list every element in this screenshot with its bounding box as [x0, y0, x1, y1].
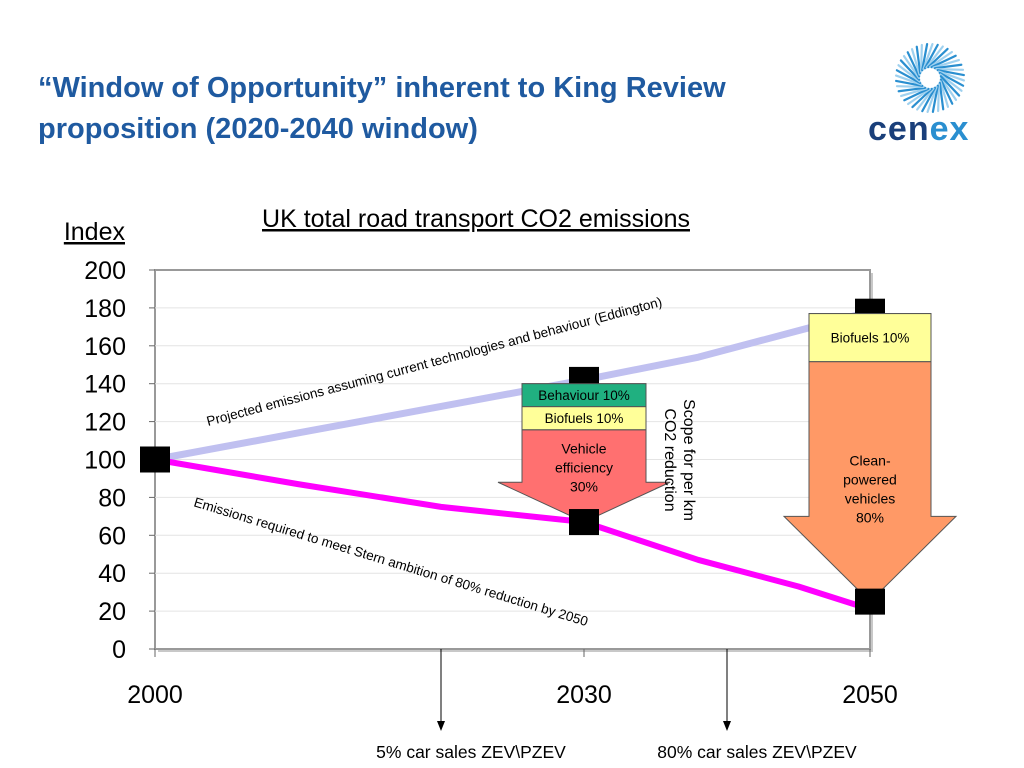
logo-swirl-stroke	[937, 83, 940, 113]
y-tick-label: 120	[84, 409, 126, 437]
logo-swirl-stroke	[926, 85, 938, 114]
logo-swirl-stroke	[897, 86, 927, 93]
y-tick-label: 60	[98, 522, 126, 550]
milestone-label: 80% car sales ZEV\PZEV	[657, 742, 857, 762]
logo-swirl-stroke	[932, 58, 960, 69]
logo-swirl-stroke	[931, 84, 939, 113]
logo-swirl-stroke	[906, 51, 921, 78]
logo-swirl-stroke	[938, 71, 965, 87]
y-tick-label: 200	[84, 257, 126, 285]
logo-swirl-stroke	[925, 45, 944, 69]
logo-swirl-stroke	[935, 68, 965, 71]
milestone-arrow-head	[723, 721, 731, 731]
reduction-body-label: efficiency	[555, 460, 613, 476]
logo-swirl-stroke	[895, 69, 922, 85]
reduction-arrow-body	[782, 361, 958, 603]
reduction-segment-label: Biofuels 10%	[831, 331, 910, 346]
logo-swirl-stroke	[936, 69, 965, 77]
reduction-segment-label: Behaviour 10%	[538, 388, 630, 403]
logo-swirl-stroke	[930, 54, 957, 69]
slide-title: “Window of Opportunity” inherent to King…	[38, 68, 858, 150]
logo-swirl-stroke	[933, 63, 963, 70]
x-tick-label: 2030	[556, 681, 612, 709]
logo-swirl-stroke	[902, 54, 921, 80]
y-tick-label: 180	[84, 295, 126, 323]
logo-swirl-stroke	[939, 76, 958, 102]
reduction-body-label: Clean-	[849, 453, 891, 469]
reduction-segment-box	[808, 313, 932, 363]
slide-title-line1: “Window of Opportunity” inherent to King…	[38, 72, 726, 104]
logo-swirl-stroke	[911, 87, 933, 109]
logo-text-main: cen	[868, 110, 930, 148]
logo-swirl-stroke	[895, 85, 925, 88]
scope-side-label: Scope for per km	[680, 399, 697, 521]
logo-swirl-stroke	[928, 50, 954, 69]
logo-text-accent: ex	[929, 110, 970, 148]
chart-title: UK total road transport CO2 emissions	[262, 205, 690, 233]
reduction-body-label: powered	[843, 472, 897, 488]
logo-swirl-stroke	[894, 74, 923, 86]
logo-swirl-stroke	[939, 78, 954, 105]
logo-swirl-stroke	[922, 42, 934, 71]
reduction-body-label: vehicles	[845, 491, 896, 507]
milestone-arrow-head	[437, 721, 445, 731]
logo-swirl-stroke	[939, 73, 963, 92]
data-marker	[569, 509, 599, 536]
x-tick-label: 2050	[842, 681, 898, 709]
data-marker	[140, 446, 170, 473]
y-tick-label: 0	[112, 636, 126, 664]
milestone-label: 5% car sales ZEV\PZEV	[376, 742, 566, 762]
y-tick-label: 160	[84, 333, 126, 361]
y-tick-label: 100	[84, 447, 126, 475]
logo-swirl-stroke	[939, 75, 961, 97]
logo-swirl-stroke	[920, 43, 923, 73]
logo-swirl-stroke	[916, 87, 935, 111]
logo-swirl-stroke	[910, 48, 921, 76]
y-axis-label: Index	[64, 218, 126, 246]
y-tick-label: 20	[98, 598, 126, 626]
logo-swirl-stroke	[897, 64, 921, 83]
logo-swirl-stroke	[915, 45, 922, 75]
logo-swirl-stroke	[939, 80, 950, 108]
reduction-arrow-body	[497, 429, 671, 523]
reduction-segment-label: Biofuels 10%	[545, 411, 624, 426]
logo-swirl-stroke	[921, 43, 929, 72]
scope-side-label: CO2 reduction	[661, 408, 678, 511]
reduction-segment-box	[521, 406, 647, 431]
logo-swirl-stroke	[899, 59, 921, 81]
logo-swirl-stroke	[921, 86, 937, 113]
y-tick-label: 40	[98, 560, 126, 588]
cenex-logo-text: cenex	[868, 110, 969, 149]
logo-swirl-stroke	[895, 79, 924, 87]
logo-swirl-stroke	[903, 87, 930, 102]
logo-swirl-stroke	[906, 87, 932, 106]
y-tick-label: 80	[98, 484, 126, 512]
logo-swirl-stroke	[900, 87, 928, 98]
logo-swirl-stroke	[923, 43, 939, 70]
logo-swirl-stroke	[938, 81, 945, 111]
x-tick-label: 2000	[127, 681, 183, 709]
logo-swirl-stroke	[937, 70, 966, 82]
y-tick-label: 140	[84, 371, 126, 399]
reduction-body-label: Vehicle	[561, 441, 606, 457]
reduction-body-label: 80%	[856, 510, 884, 526]
cenex-logo-icon	[894, 42, 966, 114]
data-marker	[855, 588, 885, 615]
logo-swirl-stroke	[927, 47, 949, 69]
reduction-body-label: 30%	[570, 479, 598, 495]
slide-title-line2: proposition (2020-2040 window)	[38, 113, 478, 145]
